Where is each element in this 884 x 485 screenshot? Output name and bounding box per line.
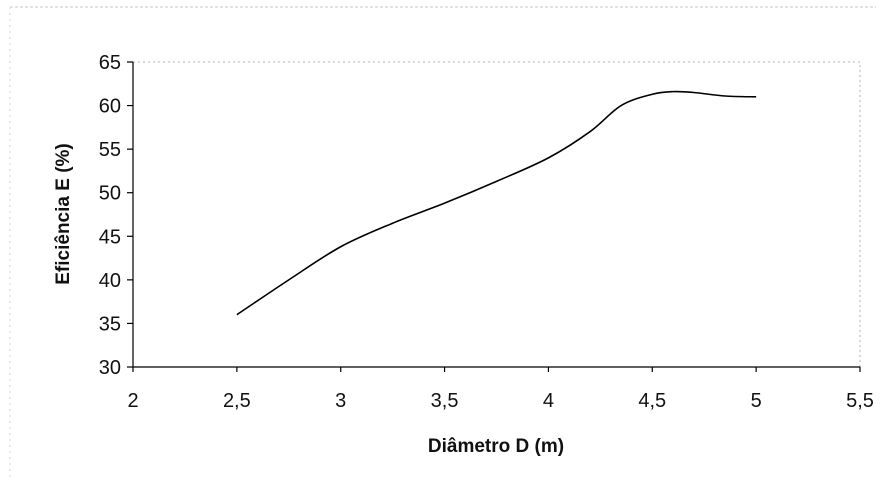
x-tick-label: 3,5 xyxy=(431,390,459,412)
series-layer xyxy=(236,90,757,316)
y-tick-label: 40 xyxy=(99,270,121,292)
plot-area xyxy=(132,61,861,368)
x-axis-ticks: 2 2,5 3 3,5 4 4,5 5 5,5 xyxy=(127,367,874,412)
y-tick-label: 35 xyxy=(99,313,121,335)
x-axis-title: Diâmetro D (m) xyxy=(428,436,564,457)
x-tick-label: 2,5 xyxy=(223,390,251,412)
y-tick-label: 50 xyxy=(99,183,121,205)
x-tick-label: 4 xyxy=(543,390,554,412)
x-tick-label: 4,5 xyxy=(638,390,666,412)
x-tick-label: 5 xyxy=(751,390,762,412)
y-tick-label: 55 xyxy=(99,139,121,161)
series-line xyxy=(236,90,757,316)
y-tick-label: 30 xyxy=(99,357,121,379)
y-tick-label: 60 xyxy=(99,96,121,118)
y-axis-ticks: 30 35 40 45 50 55 60 65 xyxy=(99,52,133,379)
x-tick-label: 3 xyxy=(335,390,346,412)
x-tick-label: 2 xyxy=(127,390,138,412)
y-tick-label: 65 xyxy=(99,52,121,74)
y-axis-title: Eficiência E (%) xyxy=(53,143,74,285)
y-tick-label: 45 xyxy=(99,226,121,248)
x-tick-label: 5,5 xyxy=(846,390,874,412)
